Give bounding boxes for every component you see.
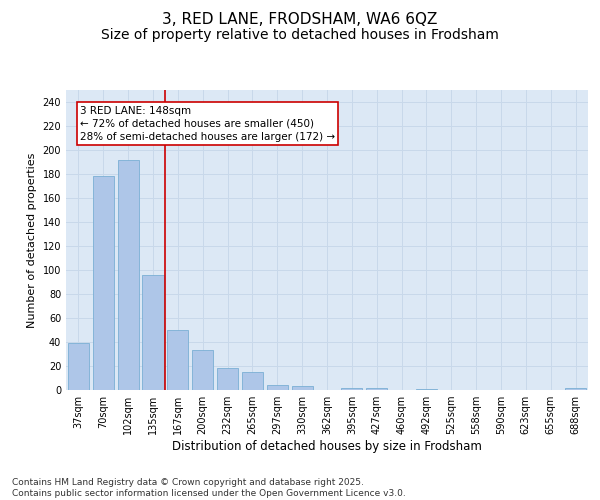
Bar <box>416 389 437 390</box>
Bar <box>267 385 288 390</box>
Bar <box>118 160 139 390</box>
Bar <box>68 343 89 390</box>
Y-axis label: Number of detached properties: Number of detached properties <box>27 152 37 328</box>
Bar <box>192 350 213 390</box>
Text: 3, RED LANE, FRODSHAM, WA6 6QZ: 3, RED LANE, FRODSHAM, WA6 6QZ <box>163 12 437 28</box>
Bar <box>341 388 362 390</box>
Bar <box>242 372 263 390</box>
Bar <box>217 368 238 390</box>
Bar <box>292 386 313 390</box>
Bar <box>565 388 586 390</box>
Text: Contains HM Land Registry data © Crown copyright and database right 2025.
Contai: Contains HM Land Registry data © Crown c… <box>12 478 406 498</box>
Text: Size of property relative to detached houses in Frodsham: Size of property relative to detached ho… <box>101 28 499 42</box>
Bar <box>142 275 164 390</box>
Bar <box>93 176 114 390</box>
Bar <box>167 330 188 390</box>
Text: 3 RED LANE: 148sqm
← 72% of detached houses are smaller (450)
28% of semi-detach: 3 RED LANE: 148sqm ← 72% of detached hou… <box>80 106 335 142</box>
X-axis label: Distribution of detached houses by size in Frodsham: Distribution of detached houses by size … <box>172 440 482 453</box>
Bar <box>366 388 387 390</box>
